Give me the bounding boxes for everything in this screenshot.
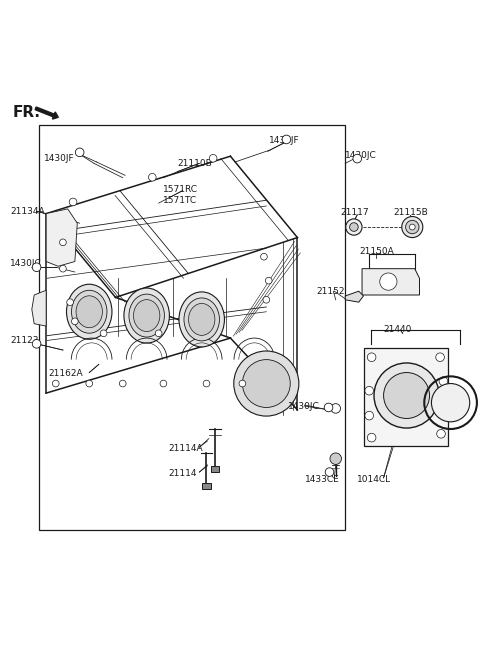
Text: 21114A: 21114A — [168, 443, 203, 453]
Circle shape — [402, 217, 423, 238]
Circle shape — [32, 263, 41, 271]
Circle shape — [436, 353, 444, 361]
Circle shape — [409, 224, 415, 230]
Text: 1014CL: 1014CL — [357, 475, 391, 484]
Ellipse shape — [72, 290, 107, 333]
Circle shape — [439, 377, 448, 386]
Text: 1433CE: 1433CE — [305, 475, 339, 484]
Ellipse shape — [67, 284, 112, 339]
Circle shape — [69, 198, 77, 206]
Circle shape — [261, 254, 267, 260]
FancyArrow shape — [35, 107, 58, 119]
Polygon shape — [32, 290, 46, 326]
Circle shape — [60, 265, 66, 272]
Circle shape — [365, 386, 373, 395]
Circle shape — [234, 351, 299, 416]
Ellipse shape — [124, 288, 169, 343]
Circle shape — [72, 318, 78, 325]
Circle shape — [437, 401, 445, 409]
Ellipse shape — [189, 304, 215, 335]
Ellipse shape — [129, 294, 165, 337]
Circle shape — [32, 340, 41, 348]
Circle shape — [353, 154, 361, 163]
Circle shape — [148, 173, 156, 181]
Circle shape — [86, 380, 93, 387]
Text: 21123: 21123 — [10, 336, 39, 345]
Circle shape — [120, 380, 126, 387]
Ellipse shape — [184, 298, 219, 341]
Text: 21115B: 21115B — [393, 208, 428, 217]
Text: 1430JC: 1430JC — [10, 260, 42, 269]
Circle shape — [203, 380, 210, 387]
Ellipse shape — [179, 292, 225, 347]
Text: 21150A: 21150A — [360, 248, 395, 256]
Circle shape — [60, 239, 66, 246]
Text: 21443: 21443 — [403, 372, 431, 381]
Bar — [202, 483, 211, 489]
Text: 21110B: 21110B — [178, 159, 213, 168]
Circle shape — [346, 219, 362, 235]
Circle shape — [156, 330, 162, 336]
Text: FR.: FR. — [12, 104, 41, 120]
Circle shape — [367, 434, 376, 442]
Text: 21114: 21114 — [168, 469, 197, 478]
Circle shape — [282, 135, 291, 144]
Text: 21152: 21152 — [317, 286, 345, 296]
Circle shape — [380, 273, 397, 290]
Circle shape — [263, 296, 270, 303]
Circle shape — [160, 380, 167, 387]
Text: 21134A: 21134A — [10, 207, 45, 215]
Circle shape — [406, 220, 419, 234]
Circle shape — [432, 384, 470, 422]
Circle shape — [100, 330, 107, 336]
Text: 1430JF: 1430JF — [44, 154, 74, 163]
Circle shape — [52, 380, 59, 387]
Ellipse shape — [133, 300, 160, 332]
Polygon shape — [362, 269, 420, 295]
Text: 21117: 21117 — [340, 208, 369, 217]
Polygon shape — [46, 209, 77, 266]
Circle shape — [209, 154, 217, 162]
Circle shape — [365, 411, 373, 420]
Text: 1430JF: 1430JF — [269, 136, 300, 145]
Circle shape — [330, 453, 341, 464]
Text: 1571TC: 1571TC — [163, 196, 198, 205]
Circle shape — [324, 403, 333, 412]
Circle shape — [349, 223, 358, 231]
Circle shape — [384, 373, 430, 419]
Bar — [39, 125, 345, 530]
Text: 21162A: 21162A — [48, 369, 83, 378]
Text: 1430JC: 1430JC — [288, 401, 320, 411]
Bar — [364, 348, 448, 445]
Circle shape — [265, 277, 272, 284]
Circle shape — [367, 353, 376, 361]
Text: 21440: 21440 — [384, 325, 412, 334]
Circle shape — [239, 380, 246, 387]
Bar — [211, 466, 219, 472]
Circle shape — [437, 430, 445, 438]
Circle shape — [75, 148, 84, 156]
Circle shape — [325, 468, 334, 476]
Polygon shape — [345, 291, 363, 302]
Circle shape — [67, 299, 73, 306]
Circle shape — [331, 403, 340, 413]
Text: 1430JC: 1430JC — [345, 150, 377, 160]
Ellipse shape — [76, 296, 102, 328]
Text: 1571RC: 1571RC — [163, 185, 198, 194]
Circle shape — [242, 359, 290, 407]
Circle shape — [374, 363, 439, 428]
